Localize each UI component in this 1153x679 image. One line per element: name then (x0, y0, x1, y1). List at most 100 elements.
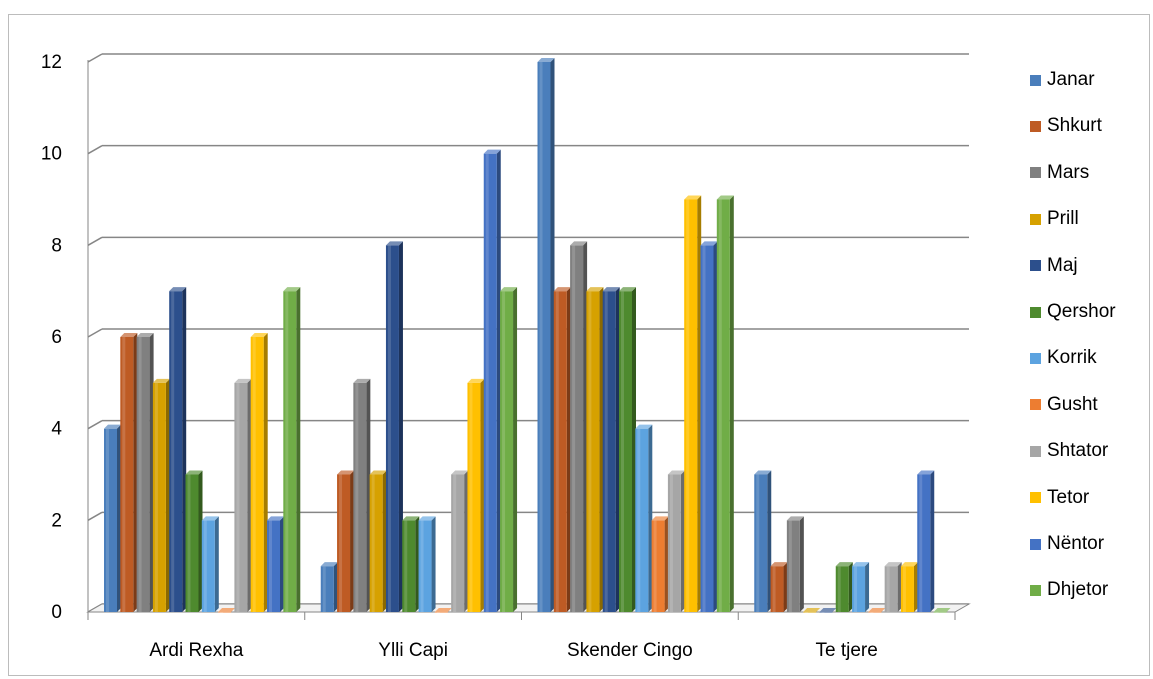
y-tick-label: 2 (51, 510, 62, 531)
bar-top (337, 470, 355, 475)
bar-side (133, 333, 138, 612)
bar-side (117, 424, 121, 612)
bar-top (353, 378, 371, 383)
bar-highlight (588, 291, 592, 612)
bar (418, 520, 432, 612)
legend-swatch (1030, 74, 1041, 86)
bar-side (848, 562, 853, 612)
legend-item: Tetor (1030, 487, 1089, 509)
bar (234, 382, 248, 612)
bar (553, 291, 567, 612)
bar (283, 291, 297, 612)
bar-side (366, 378, 371, 612)
bar-top (700, 241, 718, 246)
bar-highlight (718, 199, 722, 612)
bar-top (900, 562, 918, 567)
bar-highlight (203, 520, 207, 612)
legend-item: Nëntor (1030, 533, 1104, 555)
bar (369, 474, 383, 612)
bar-top (619, 287, 636, 292)
bar (917, 474, 931, 612)
bar (120, 337, 134, 612)
bar-top (684, 195, 702, 200)
legend-swatch (1030, 538, 1041, 550)
bar (483, 153, 497, 612)
bar-side (214, 516, 219, 612)
bar-highlight (902, 566, 906, 612)
bar (819, 612, 833, 613)
bar-highlight (285, 291, 289, 612)
bar-top (884, 562, 902, 567)
bar (803, 612, 817, 613)
bar (651, 520, 665, 612)
bar-highlight (756, 474, 760, 612)
bar (169, 291, 183, 612)
bar-highlight (322, 566, 326, 612)
legend-swatch (1030, 120, 1041, 132)
bar-top (120, 333, 138, 337)
legend-swatch (1030, 306, 1041, 318)
bar (852, 566, 866, 612)
legend-item: Prill (1030, 208, 1079, 230)
legend-swatch (1030, 492, 1041, 504)
y-tick-label: 12 (41, 52, 62, 73)
bar-side (697, 195, 702, 612)
bar-highlight (653, 520, 657, 612)
bar-top (852, 562, 870, 567)
legend-item: Shkurt (1030, 115, 1102, 137)
bar-highlight (837, 566, 841, 612)
bar (250, 337, 264, 612)
bar-highlight (604, 291, 608, 612)
bar (152, 382, 166, 612)
bar-highlight (420, 520, 424, 612)
bar-side (865, 562, 870, 612)
y-tick-label: 6 (51, 327, 62, 348)
bar (716, 199, 730, 612)
bar-top (250, 333, 268, 337)
bar-highlight (187, 474, 191, 612)
bar-top (320, 562, 338, 567)
bar-side (296, 287, 301, 612)
legend-label: Nëntor (1047, 533, 1105, 554)
bar-highlight (171, 291, 175, 612)
bar (451, 474, 465, 612)
bar-highlight (252, 337, 256, 612)
y-tick-label: 0 (51, 602, 62, 623)
bar-top (451, 470, 469, 475)
bar-top (602, 287, 620, 292)
bar-top (500, 287, 518, 292)
legend-swatch (1030, 445, 1041, 457)
bar-side (599, 287, 604, 612)
legend-label: Mars (1047, 161, 1090, 183)
bar (868, 612, 882, 613)
bar-highlight (555, 291, 559, 612)
bar (835, 566, 849, 612)
bar-side (464, 470, 469, 612)
bar (700, 245, 714, 613)
bar-top (754, 470, 772, 475)
bar-highlight (572, 245, 576, 613)
bar-top (136, 333, 154, 337)
bar-side (496, 149, 501, 612)
bar-top (201, 516, 219, 521)
bar-side (566, 287, 571, 612)
bar-side (583, 241, 588, 613)
bar-top (835, 562, 853, 567)
bar-highlight (870, 612, 874, 613)
bar-top (467, 378, 485, 383)
bar-highlight (502, 291, 506, 612)
legend-swatch (1030, 352, 1041, 364)
bar (267, 520, 280, 612)
bar-highlight (387, 245, 391, 613)
bar-side (198, 470, 203, 612)
legend-label: Prill (1047, 208, 1079, 230)
bar-side (350, 470, 355, 612)
bar-side (149, 333, 154, 612)
gridline-diag (87, 236, 103, 246)
bar-highlight (919, 474, 923, 612)
bar-highlight (355, 382, 359, 612)
legend-item: Korrik (1030, 347, 1097, 369)
bar-top (283, 287, 301, 292)
bar-top (234, 378, 252, 383)
